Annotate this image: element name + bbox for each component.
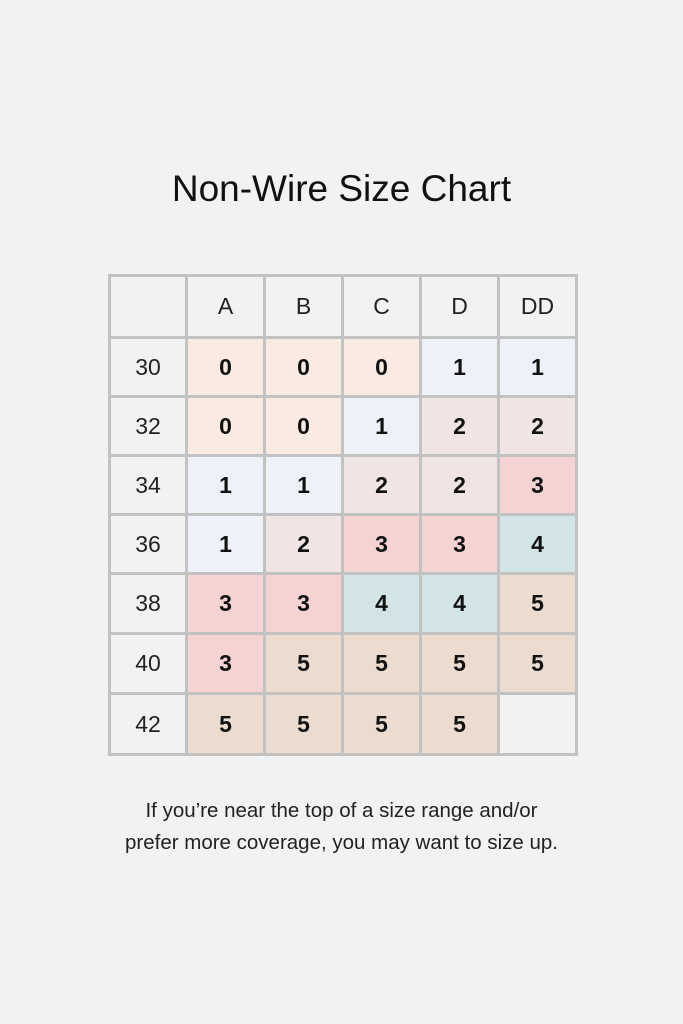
size-cell: 1 — [341, 395, 422, 457]
size-cell: 4 — [341, 572, 422, 635]
header-row: A B C D DD — [108, 274, 578, 339]
size-cell: 5 — [185, 692, 266, 756]
row-header: 42 — [108, 692, 188, 756]
size-cell: 5 — [497, 632, 578, 695]
column-header: D — [419, 274, 500, 339]
size-chart-table: A B C D DD 30 0 0 0 1 1 32 0 0 1 2 2 34 1 1 2 2 3 36 1 2 3 3 4 38 3 3 4 4… — [108, 274, 578, 756]
size-cell — [497, 692, 578, 756]
row-header: 34 — [108, 454, 188, 516]
table-row: 34 1 1 2 2 3 — [108, 454, 578, 516]
table-row: 32 0 0 1 2 2 — [108, 395, 578, 457]
size-cell: 2 — [419, 395, 500, 457]
size-cell: 5 — [341, 632, 422, 695]
size-cell: 2 — [341, 454, 422, 516]
size-cell: 5 — [419, 692, 500, 756]
size-cell: 3 — [497, 454, 578, 516]
column-header: A — [185, 274, 266, 339]
row-header: 30 — [108, 336, 188, 398]
size-cell: 3 — [419, 513, 500, 575]
size-cell: 2 — [419, 454, 500, 516]
size-cell: 3 — [263, 572, 344, 635]
size-cell: 3 — [185, 572, 266, 635]
size-cell: 0 — [185, 395, 266, 457]
size-cell: 5 — [263, 692, 344, 756]
column-header: B — [263, 274, 344, 339]
note-line: prefer more coverage, you may want to si… — [125, 831, 558, 854]
table-row: 40 3 5 5 5 5 — [108, 632, 578, 695]
size-cell: 4 — [497, 513, 578, 575]
size-cell: 0 — [341, 336, 422, 398]
table-row: 36 1 2 3 3 4 — [108, 513, 578, 575]
size-cell: 4 — [419, 572, 500, 635]
note-line: If you’re near the top of a size range a… — [145, 799, 538, 822]
size-cell: 0 — [185, 336, 266, 398]
size-cell: 5 — [341, 692, 422, 756]
size-cell: 1 — [497, 336, 578, 398]
size-cell: 3 — [185, 632, 266, 695]
size-cell: 0 — [263, 336, 344, 398]
size-cell: 1 — [185, 454, 266, 516]
size-cell: 0 — [263, 395, 344, 457]
corner-cell — [108, 274, 188, 339]
size-cell: 3 — [341, 513, 422, 575]
size-cell: 5 — [497, 572, 578, 635]
row-header: 40 — [108, 632, 188, 695]
size-cell: 1 — [185, 513, 266, 575]
size-note: If you’re near the top of a size range a… — [0, 795, 683, 859]
size-cell: 1 — [263, 454, 344, 516]
table-row: 30 0 0 0 1 1 — [108, 336, 578, 398]
size-cell: 5 — [419, 632, 500, 695]
chart-title: Non-Wire Size Chart — [171, 168, 512, 209]
size-cell: 2 — [263, 513, 344, 575]
table-row: 38 3 3 4 4 5 — [108, 572, 578, 635]
table-row: 42 5 5 5 5 — [108, 692, 578, 756]
size-cell: 2 — [497, 395, 578, 457]
size-cell: 1 — [419, 336, 500, 398]
column-header: DD — [497, 274, 578, 339]
row-header: 36 — [108, 513, 188, 575]
row-header: 38 — [108, 572, 188, 635]
column-header: C — [341, 274, 422, 339]
size-cell: 5 — [263, 632, 344, 695]
row-header: 32 — [108, 395, 188, 457]
